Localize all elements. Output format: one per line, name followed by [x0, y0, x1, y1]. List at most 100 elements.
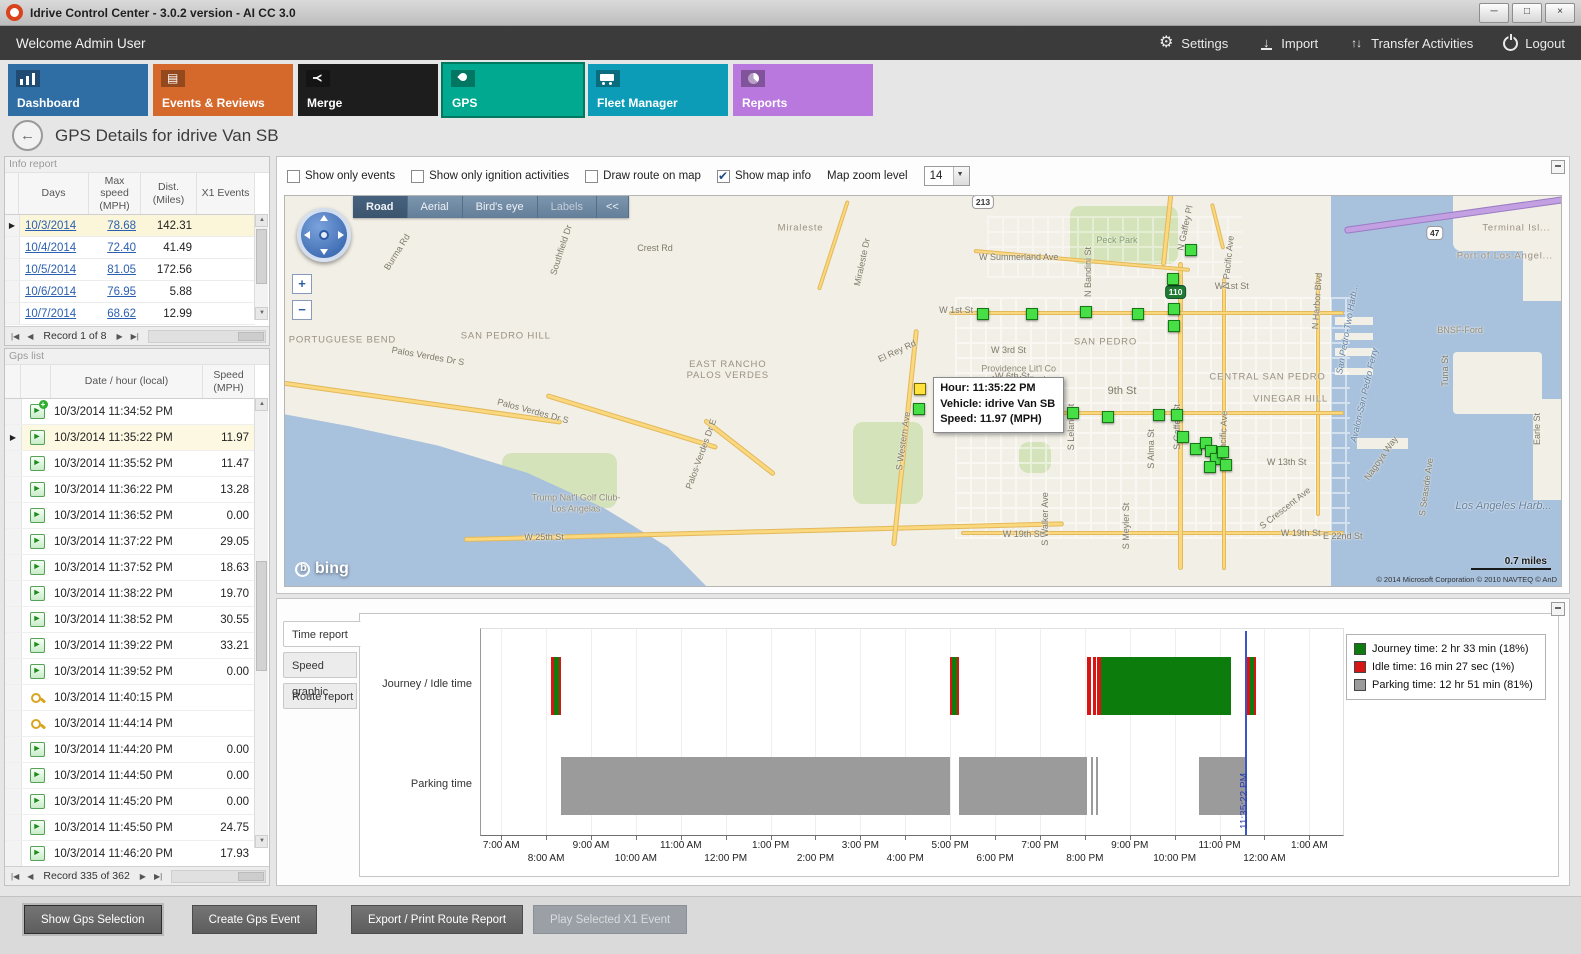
checkbox-option[interactable]: Show only events [287, 170, 395, 183]
compass-west-arrow[interactable] [304, 231, 310, 239]
nav-tile[interactable]: Dashboard [8, 64, 148, 116]
timeline-plot[interactable]: 7:00 AM8:00 AM9:00 AM10:00 AM11:00 AM12:… [480, 628, 1344, 836]
compass-north-arrow[interactable] [320, 215, 328, 221]
record-nav-scrollbar[interactable] [171, 870, 266, 883]
day-link[interactable]: 10/6/2014 [25, 286, 76, 298]
compass-east-arrow[interactable] [338, 231, 344, 239]
gps-list-row[interactable]: 10/3/2014 11:44:50 PM 0.00 [5, 763, 255, 789]
topbar-action[interactable]: Import [1258, 35, 1318, 51]
checkbox[interactable] [287, 170, 300, 183]
selected-gps-marker[interactable] [914, 383, 926, 395]
max-speed-link[interactable]: 81.05 [107, 264, 136, 276]
back-button[interactable] [12, 120, 43, 151]
gps-list-row[interactable]: 10/3/2014 11:36:22 PM 13.28 [5, 477, 255, 503]
record-nav-scrollbar[interactable] [148, 330, 266, 343]
gps-list-row[interactable]: 10/3/2014 11:38:22 PM 19.70 [5, 581, 255, 607]
map-compass[interactable] [297, 208, 351, 262]
idle-segment[interactable] [1254, 657, 1257, 715]
info-report-row[interactable]: 10/6/2014 76.95 5.88 [5, 281, 255, 303]
map-view-tab[interactable]: Labels [538, 196, 597, 218]
prev-record-button[interactable]: ◀ [24, 332, 36, 341]
last-record-button[interactable]: ▶| [128, 332, 142, 341]
gps-list-row[interactable]: 10/3/2014 11:36:52 PM 0.00 [5, 503, 255, 529]
gps-marker[interactable] [977, 308, 989, 320]
gps-list-row[interactable]: 10/3/2014 11:40:15 PM [5, 685, 255, 711]
gps-list-row[interactable]: 10/3/2014 11:34:52 PM [5, 399, 255, 425]
gps-marker[interactable] [1171, 409, 1183, 421]
footer-button[interactable]: Play Selected X1 Event [533, 905, 687, 934]
gps-list-row[interactable]: 10/3/2014 11:44:14 PM [5, 711, 255, 737]
nav-tile[interactable]: Reports [733, 64, 873, 116]
gps-list-row[interactable]: 10/3/2014 11:35:52 PM 11.47 [5, 451, 255, 477]
scroll-track[interactable] [255, 227, 268, 307]
info-report-row[interactable]: 10/5/2014 81.05 172.56 [5, 259, 255, 281]
chart-tab[interactable]: Time report [283, 621, 361, 647]
topbar-action[interactable]: Logout [1503, 36, 1565, 51]
checkbox[interactable] [585, 170, 598, 183]
day-link[interactable]: 10/4/2014 [25, 242, 76, 254]
journey-segment[interactable] [1101, 657, 1231, 715]
gps-marker[interactable] [1168, 320, 1180, 332]
map-zoom-out-button[interactable] [292, 300, 312, 320]
chart-tab[interactable]: Speed graphic [283, 652, 357, 678]
gps-marker[interactable] [1220, 459, 1232, 471]
idle-segment[interactable] [559, 657, 561, 715]
column-distance[interactable]: Dist. (Miles) [141, 173, 197, 214]
column-days[interactable]: Days [19, 173, 89, 214]
nav-tile[interactable]: Merge [298, 64, 438, 116]
gps-list-row[interactable]: 10/3/2014 11:44:20 PM 0.00 [5, 737, 255, 763]
prev-record-button[interactable]: ◀ [24, 872, 36, 881]
gps-list-row[interactable]: 10/3/2014 11:45:50 PM 24.75 [5, 815, 255, 841]
gps-list-row[interactable]: 10/3/2014 11:39:22 PM 33.21 [5, 633, 255, 659]
scroll-down-icon[interactable] [255, 835, 268, 848]
map-view-tab[interactable]: Bird's eye [463, 196, 538, 218]
dropdown-arrow-icon[interactable] [953, 167, 969, 185]
last-record-button[interactable]: ▶| [151, 872, 165, 881]
gps-marker[interactable] [1204, 461, 1216, 473]
window-control-button[interactable]: ─ [1479, 3, 1509, 23]
day-link[interactable]: 10/3/2014 [25, 220, 76, 232]
map-tabs-collapse-button[interactable]: << [597, 196, 629, 218]
topbar-action[interactable]: Settings [1158, 35, 1228, 51]
map-view-tab[interactable]: Aerial [408, 196, 463, 218]
gps-list-row[interactable]: 10/3/2014 11:46:20 PM 17.93 [5, 841, 255, 867]
gps-list-row[interactable]: 10/3/2014 11:37:22 PM 29.05 [5, 529, 255, 555]
info-report-scrollbar[interactable] [254, 214, 268, 320]
column-x1-events[interactable]: X1 Events [197, 173, 255, 214]
checkbox-option[interactable]: Show only ignition activities [411, 170, 569, 183]
next-record-button[interactable]: ▶ [137, 872, 149, 881]
footer-button[interactable]: Export / Print Route Report [351, 905, 523, 934]
scroll-up-icon[interactable] [255, 398, 268, 411]
map-view-tab[interactable]: Road [353, 196, 408, 218]
parking-segment[interactable] [561, 757, 950, 815]
checkbox[interactable] [717, 170, 730, 183]
gps-list-row[interactable]: 10/3/2014 11:37:52 PM 18.63 [5, 555, 255, 581]
gps-list-scrollbar[interactable] [254, 398, 268, 848]
parking-segment[interactable] [1091, 757, 1093, 815]
column-speed[interactable]: Speed (MPH) [203, 365, 255, 398]
day-link[interactable]: 10/5/2014 [25, 264, 76, 276]
chart-tab[interactable]: Route report [283, 683, 357, 709]
gps-marker[interactable] [1185, 244, 1197, 256]
day-link[interactable]: 10/7/2014 [25, 308, 76, 320]
gps-marker[interactable] [1102, 411, 1114, 423]
max-speed-link[interactable]: 72.40 [107, 242, 136, 254]
gps-marker[interactable] [1167, 273, 1179, 285]
gps-list-row[interactable]: 10/3/2014 11:45:20 PM 0.00 [5, 789, 255, 815]
collapse-panel-button[interactable] [1551, 602, 1565, 616]
window-control-button[interactable]: □ [1512, 3, 1542, 23]
map-canvas[interactable]: RoadAerialBird's eyeLabels << Hour: 11:3… [284, 195, 1562, 587]
parking-segment[interactable] [959, 757, 1087, 815]
gps-list-row[interactable]: 10/3/2014 11:39:52 PM 0.00 [5, 659, 255, 685]
first-record-button[interactable]: |◀ [8, 872, 22, 881]
max-speed-link[interactable]: 68.62 [107, 308, 136, 320]
column-datetime[interactable]: Date / hour (local) [51, 365, 203, 398]
gps-marker[interactable] [913, 403, 925, 415]
zoom-level-dropdown[interactable]: 14 [924, 166, 970, 186]
nav-tile[interactable]: Fleet Manager [588, 64, 728, 116]
next-record-button[interactable]: ▶ [113, 332, 125, 341]
scroll-thumb[interactable] [256, 229, 267, 284]
nav-tile[interactable]: GPS [443, 64, 583, 116]
map-zoom-in-button[interactable] [292, 274, 312, 294]
scroll-thumb[interactable] [256, 561, 267, 671]
